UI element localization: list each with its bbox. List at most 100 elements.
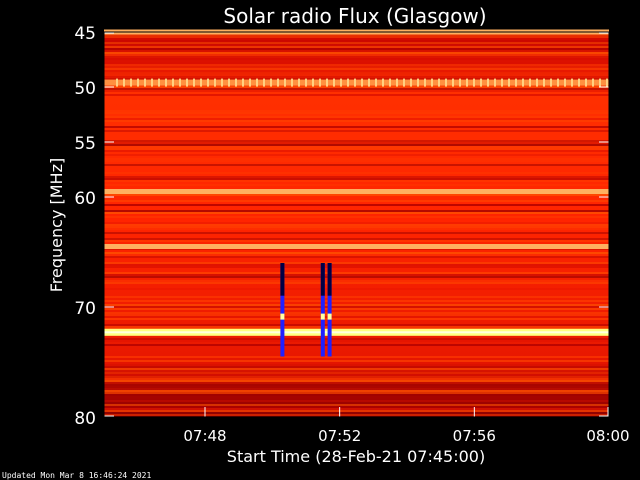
texture-stripe xyxy=(104,338,609,340)
band-dash xyxy=(144,78,146,87)
band-dash xyxy=(354,78,356,87)
texture-stripe xyxy=(104,398,609,400)
x-tick-label: 07:52 xyxy=(318,427,361,445)
texture-stripe xyxy=(104,300,609,302)
burst-event-peak xyxy=(280,313,285,320)
band-dash xyxy=(326,78,328,87)
band-dash xyxy=(536,78,538,87)
band-dash xyxy=(193,78,195,87)
band-dash xyxy=(179,78,181,87)
texture-stripe xyxy=(104,34,609,36)
texture-stripe xyxy=(104,150,609,152)
band-dash xyxy=(606,78,608,87)
band-dash xyxy=(340,78,342,87)
texture-stripe xyxy=(104,384,609,386)
texture-stripe xyxy=(104,326,609,328)
band-dash xyxy=(221,78,223,87)
y-tick-label: 45 xyxy=(74,24,96,44)
texture-stripe xyxy=(104,308,609,310)
texture-stripe xyxy=(104,86,609,88)
texture-stripe xyxy=(104,130,609,132)
band-dash xyxy=(473,78,475,87)
texture-stripe xyxy=(104,116,609,118)
band-dash xyxy=(431,78,433,87)
texture-stripe xyxy=(104,376,609,378)
band-dash xyxy=(291,78,293,87)
texture-stripe xyxy=(104,142,609,144)
y-tick-label: 60 xyxy=(74,189,96,209)
y-axis: 45 50 55 60 70 80 xyxy=(74,24,609,429)
texture-stripe xyxy=(104,272,609,274)
band-dash xyxy=(214,78,216,87)
bright-band xyxy=(104,189,609,194)
texture-stripe xyxy=(104,252,609,254)
burst-event xyxy=(327,263,332,357)
texture-stripe xyxy=(104,340,609,342)
y-axis-label: Frequency [MHz] xyxy=(47,158,66,292)
band-dash xyxy=(599,78,601,87)
band-dash xyxy=(368,78,370,87)
texture-stripe xyxy=(104,110,609,112)
band-dash xyxy=(284,78,286,87)
texture-stripe xyxy=(104,64,609,66)
texture-stripe xyxy=(104,88,609,90)
texture-stripe xyxy=(104,94,609,96)
band-dash xyxy=(501,78,503,87)
band-dash xyxy=(522,78,524,87)
band-dash xyxy=(165,78,167,87)
texture-stripe xyxy=(104,262,609,264)
y-tick-label: 55 xyxy=(74,134,96,154)
band-dash xyxy=(186,78,188,87)
band-dash xyxy=(361,78,363,87)
band-dash xyxy=(403,78,405,87)
band-dash xyxy=(466,78,468,87)
texture-stripe xyxy=(104,216,609,218)
texture-stripe xyxy=(104,232,609,234)
band-dash xyxy=(585,78,587,87)
texture-stripe xyxy=(104,76,609,78)
texture-stripe xyxy=(104,366,609,368)
y-tick-label: 80 xyxy=(74,409,96,429)
band-dash xyxy=(249,78,251,87)
texture-stripe xyxy=(104,58,609,60)
texture-stripe xyxy=(104,374,609,376)
texture-stripe xyxy=(104,280,609,282)
texture-stripe xyxy=(104,160,609,162)
texture-stripe xyxy=(104,386,609,388)
texture-stripe xyxy=(104,194,609,196)
burst-event-dark xyxy=(280,263,285,296)
texture-stripe xyxy=(104,368,609,370)
texture-stripe xyxy=(104,404,609,406)
band-dash xyxy=(382,78,384,87)
texture-stripe xyxy=(104,304,609,306)
texture-stripe xyxy=(104,296,609,298)
texture-stripe xyxy=(104,316,609,318)
texture-stripe xyxy=(104,70,609,72)
texture-stripe xyxy=(104,314,609,316)
texture-stripe xyxy=(104,212,609,214)
band-dash xyxy=(396,78,398,87)
texture-stripe xyxy=(104,372,609,374)
band-dash xyxy=(445,78,447,87)
band-dash xyxy=(347,78,349,87)
texture-stripe xyxy=(104,154,609,156)
band-dash xyxy=(123,78,125,87)
texture-stripe xyxy=(104,46,609,48)
band-dash xyxy=(242,78,244,87)
band-dash xyxy=(592,78,594,87)
band-dash xyxy=(529,78,531,87)
texture-stripe xyxy=(104,90,609,92)
texture-stripe xyxy=(104,120,609,122)
x-tick-label: 07:48 xyxy=(183,427,226,445)
band-dash xyxy=(487,78,489,87)
texture-stripe xyxy=(104,356,609,358)
texture-stripe xyxy=(104,178,609,180)
texture-stripe xyxy=(104,62,609,64)
x-tick-label: 07:56 xyxy=(453,427,496,445)
bright-band xyxy=(104,244,609,249)
band-dash xyxy=(270,78,272,87)
band-dash xyxy=(333,78,335,87)
texture-stripe xyxy=(104,180,609,182)
y-tick-label: 50 xyxy=(74,79,96,99)
